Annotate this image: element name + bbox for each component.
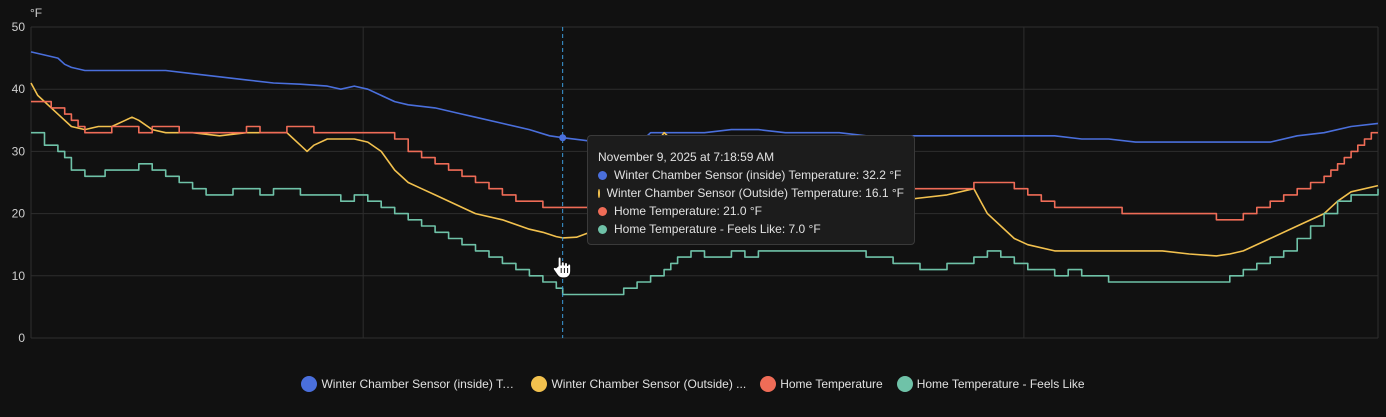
y-tick-label: 0 xyxy=(18,331,25,345)
chart-legend: Winter Chamber Sensor (inside) Te... Win… xyxy=(0,372,1386,396)
tooltip-text-feels-like: Home Temperature - Feels Like: 7.0 °F xyxy=(614,222,821,236)
legend-item-feels-like[interactable]: Home Temperature - Feels Like xyxy=(896,376,1085,392)
hand-pointer-icon xyxy=(552,256,572,279)
legend-swatch-outside xyxy=(531,376,548,392)
legend-swatch-inside xyxy=(301,376,318,392)
y-unit-label: °F xyxy=(30,6,42,20)
y-tick-label: 10 xyxy=(12,269,26,283)
tooltip-text-outside: Winter Chamber Sensor (Outside) Temperat… xyxy=(606,186,904,200)
axes: 01020304050SunMon°F xyxy=(12,6,43,345)
y-tick-label: 40 xyxy=(12,82,26,96)
chart-tooltip: November 9, 2025 at 7:18:59 AM Winter Ch… xyxy=(587,135,915,245)
legend-label-home: Home Temperature xyxy=(780,377,883,391)
tooltip-row-home: Home Temperature: 21.0 °F xyxy=(598,202,904,220)
tooltip-dot-feels-like xyxy=(598,224,607,234)
series-line-feels-like[interactable] xyxy=(31,131,1379,296)
legend-swatch-home xyxy=(760,376,777,392)
legend-label-inside: Winter Chamber Sensor (inside) Te... xyxy=(321,377,518,391)
legend-item-inside[interactable]: Winter Chamber Sensor (inside) Te... xyxy=(301,376,517,392)
legend-swatch-feels-like xyxy=(896,376,913,392)
hover-indicator xyxy=(559,27,567,338)
tooltip-dot-inside xyxy=(598,170,607,180)
tooltip-dot-home xyxy=(598,206,607,216)
series-line-inside[interactable] xyxy=(30,51,1379,143)
y-tick-label: 50 xyxy=(12,20,26,34)
legend-item-outside[interactable]: Winter Chamber Sensor (Outside) ... xyxy=(531,376,746,392)
tooltip-time: November 9, 2025 at 7:18:59 AM xyxy=(598,150,775,164)
y-tick-label: 30 xyxy=(12,144,26,158)
legend-label-outside: Winter Chamber Sensor (Outside) ... xyxy=(551,377,747,391)
tooltip-row-inside: Winter Chamber Sensor (inside) Temperatu… xyxy=(598,166,904,184)
tooltip-row-feels-like: Home Temperature - Feels Like: 7.0 °F xyxy=(598,220,904,238)
tooltip-text-inside: Winter Chamber Sensor (inside) Temperatu… xyxy=(614,168,902,182)
hover-point xyxy=(559,134,567,142)
tooltip-row-outside: Winter Chamber Sensor (Outside) Temperat… xyxy=(598,184,904,202)
tooltip-dot-outside xyxy=(598,188,600,198)
legend-item-home[interactable]: Home Temperature xyxy=(760,376,883,392)
legend-label-feels-like: Home Temperature - Feels Like xyxy=(916,377,1085,391)
tooltip-text-home: Home Temperature: 21.0 °F xyxy=(614,204,762,218)
y-tick-label: 20 xyxy=(12,207,26,221)
